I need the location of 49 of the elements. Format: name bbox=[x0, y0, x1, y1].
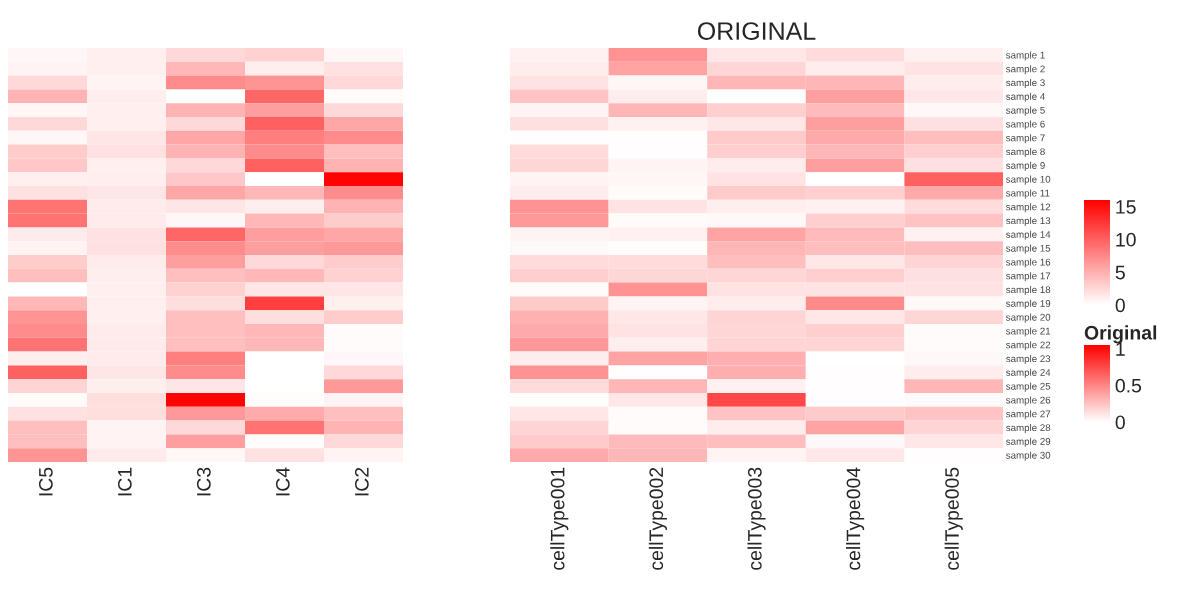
color-bar-label: 0 bbox=[1115, 415, 1125, 430]
color-bar-label: 15 bbox=[1116, 200, 1136, 214]
y-tick-label: sample 7 bbox=[1006, 134, 1045, 144]
x-tick-label: cellType001 bbox=[550, 467, 569, 570]
y-tick-label: sample 25 bbox=[1006, 382, 1051, 392]
color-bar-title: Original bbox=[1084, 325, 1157, 344]
y-tick-label: sample 9 bbox=[1006, 161, 1045, 171]
y-tick-label: sample 29 bbox=[1006, 437, 1051, 447]
x-tick-label: IC4 bbox=[275, 467, 290, 496]
color-bar-label: 1 bbox=[1116, 342, 1125, 356]
x-tick-label: cellType003 bbox=[747, 467, 766, 570]
y-tick-label: sample 15 bbox=[1006, 244, 1051, 254]
y-tick-label: sample 10 bbox=[1006, 175, 1051, 185]
x-tick-label: IC1 bbox=[117, 467, 132, 496]
y-tick-label: sample 20 bbox=[1006, 313, 1051, 323]
x-tick-label: IC3 bbox=[196, 467, 211, 496]
y-tick-label: sample 14 bbox=[1006, 230, 1051, 240]
y-tick-label: sample 21 bbox=[1006, 327, 1051, 337]
y-tick-label: sample 16 bbox=[1006, 258, 1051, 268]
y-tick-label: sample 23 bbox=[1006, 354, 1051, 365]
x-tick-label: cellType002 bbox=[648, 467, 667, 570]
y-tick-label: sample 11 bbox=[1006, 189, 1050, 199]
color-bar-label: 0 bbox=[1115, 298, 1125, 313]
y-tick-label: sample 2 bbox=[1006, 65, 1045, 75]
y-tick-label: sample 26 bbox=[1006, 396, 1051, 406]
y-tick-label: sample 18 bbox=[1006, 285, 1051, 296]
y-tick-label: sample 4 bbox=[1006, 92, 1045, 102]
y-tick-label: sample 17 bbox=[1006, 272, 1051, 282]
y-tick-label: sample 19 bbox=[1006, 299, 1051, 309]
y-tick-label: sample 13 bbox=[1006, 216, 1051, 227]
chart-title: ORIGINAL bbox=[697, 22, 816, 40]
y-tick-label: sample 3 bbox=[1006, 78, 1045, 89]
y-tick-label: sample 28 bbox=[1006, 423, 1051, 434]
x-tick-label: IC2 bbox=[354, 467, 369, 496]
y-tick-label: sample 27 bbox=[1006, 410, 1051, 420]
y-tick-label: sample 22 bbox=[1006, 341, 1051, 351]
color-bar-label: 5 bbox=[1115, 265, 1125, 280]
color-bar-label: 0.5 bbox=[1115, 378, 1142, 393]
y-tick-label: sample 24 bbox=[1006, 368, 1051, 378]
y-tick-label: sample 8 bbox=[1006, 147, 1045, 158]
y-tick-label: sample 5 bbox=[1006, 106, 1045, 116]
x-tick-label: cellType005 bbox=[944, 467, 963, 570]
y-tick-label: sample 12 bbox=[1006, 203, 1051, 213]
y-tick-label: sample 30 bbox=[1006, 451, 1051, 461]
x-tick-label: cellType004 bbox=[846, 467, 865, 570]
y-tick-label: sample 6 bbox=[1006, 120, 1045, 130]
color-bar-label: 10 bbox=[1116, 232, 1136, 247]
x-tick-label: IC5 bbox=[38, 467, 53, 496]
y-tick-label: sample 1 bbox=[1006, 51, 1045, 61]
